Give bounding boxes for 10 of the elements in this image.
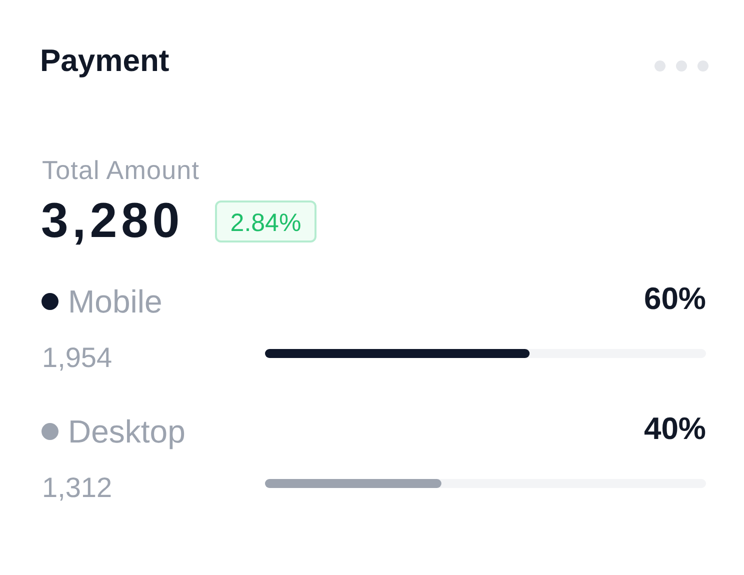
text: 1,954 (42, 342, 112, 373)
text: Total Amount (42, 155, 200, 185)
y-tick-label: Desktop (68, 414, 186, 450)
y-tick-label: Mobile (68, 284, 162, 320)
data-label: 40% (644, 411, 706, 446)
text: 1,312 (42, 472, 112, 503)
annotation: 2.84% (230, 209, 302, 237)
chart-title: Payment (40, 43, 170, 78)
text: 3,280 (41, 194, 184, 248)
data-label: 60% (644, 281, 706, 316)
